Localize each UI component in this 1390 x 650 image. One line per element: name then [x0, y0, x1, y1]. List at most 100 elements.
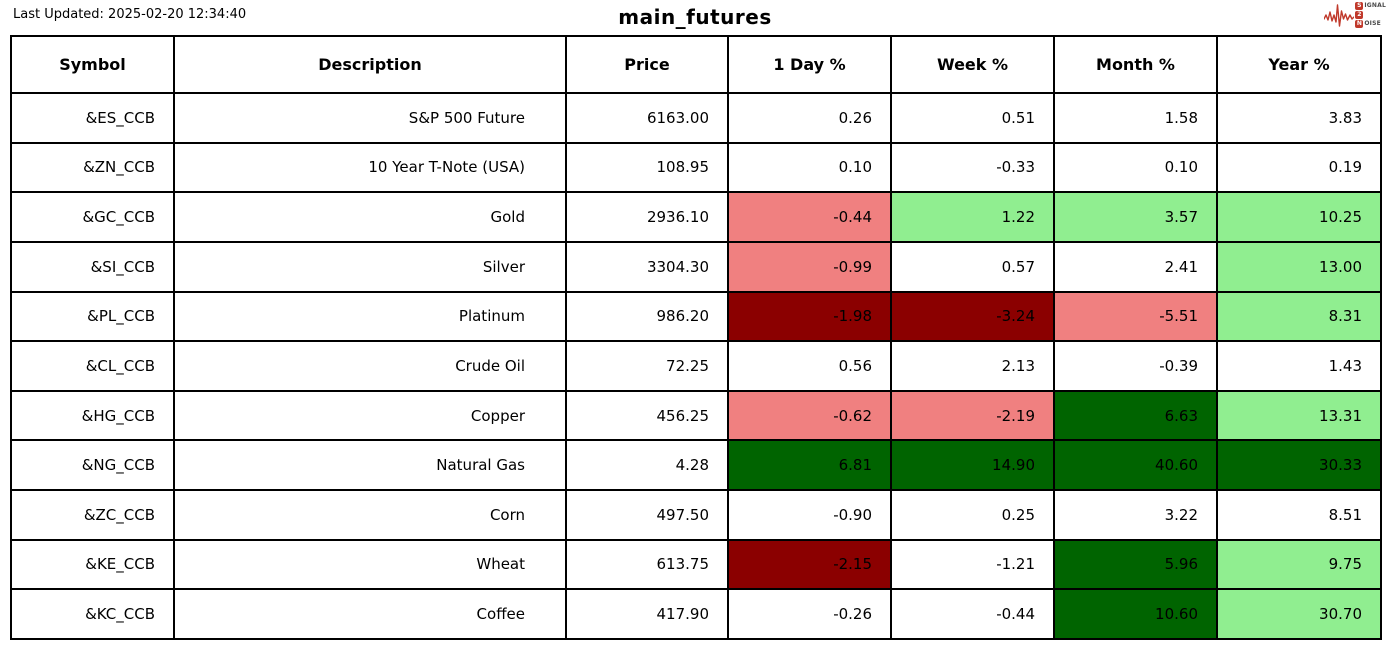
table-row: &SI_CCB Silver 3304.30 -0.99 0.57 2.41 13.00	[10, 240, 1382, 293]
year-change-cell: 3.83	[1216, 92, 1382, 144]
header-row: Symbol Description Price 1 Day % Week % …	[10, 35, 1382, 94]
year-change-cell: 8.31	[1216, 290, 1382, 343]
week-change-cell: -2.19	[890, 389, 1055, 442]
description-cell: S&P 500 Future	[173, 92, 567, 144]
column-header-symbol: Symbol	[10, 35, 175, 94]
symbol-cell: &SI_CCB	[10, 240, 175, 293]
table-row: &PL_CCB Platinum 986.20 -1.98 -3.24 -5.51 8.31	[10, 290, 1382, 343]
price-cell: 4.28	[565, 439, 729, 491]
month-change-cell: 3.22	[1053, 489, 1218, 541]
price-cell: 497.50	[565, 489, 729, 541]
description-cell: Gold	[173, 191, 567, 243]
price-cell: 72.25	[565, 340, 729, 392]
month-change-cell: 1.58	[1053, 92, 1218, 144]
description-cell: Wheat	[173, 538, 567, 591]
description-cell: 10 Year T-Note (USA)	[173, 141, 567, 194]
week-change-cell: 1.22	[890, 191, 1055, 243]
day-change-cell: 6.81	[727, 439, 892, 491]
price-cell: 456.25	[565, 389, 729, 442]
year-change-cell: 13.31	[1216, 389, 1382, 442]
week-change-cell: 0.51	[890, 92, 1055, 144]
symbol-cell: &PL_CCB	[10, 290, 175, 343]
week-change-cell: -0.44	[890, 588, 1055, 640]
symbol-cell: &KC_CCB	[10, 588, 175, 640]
month-change-cell: 3.57	[1053, 191, 1218, 243]
year-change-cell: 30.33	[1216, 439, 1382, 491]
futures-table-body: &ES_CCB S&P 500 Future 6163.00 0.26 0.51 1.58…	[10, 92, 1382, 640]
month-change-cell: 40.60	[1053, 439, 1218, 491]
description-cell: Copper	[173, 389, 567, 442]
table-row: &ZC_CCB Corn 497.50 -0.90 0.25 3.22 8.51	[10, 489, 1382, 541]
week-change-cell: 2.13	[890, 340, 1055, 392]
description-cell: Natural Gas	[173, 439, 567, 491]
description-cell: Crude Oil	[173, 340, 567, 392]
year-change-cell: 0.19	[1216, 141, 1382, 194]
month-change-cell: -0.39	[1053, 340, 1218, 392]
column-header-1day: 1 Day %	[727, 35, 892, 94]
year-change-cell: 1.43	[1216, 340, 1382, 392]
column-header-price: Price	[565, 35, 729, 94]
price-cell: 417.90	[565, 588, 729, 640]
description-cell: Coffee	[173, 588, 567, 640]
symbol-cell: &CL_CCB	[10, 340, 175, 392]
column-header-description: Description	[173, 35, 567, 94]
year-change-cell: 10.25	[1216, 191, 1382, 243]
day-change-cell: -2.15	[727, 538, 892, 591]
table-row: &CL_CCB Crude Oil 72.25 0.56 2.13 -0.39 1.43	[10, 340, 1382, 392]
signal2noise-logo: S IGNAL 2 N OISE	[1324, 2, 1386, 28]
logo-text-oise: OISE	[1364, 20, 1381, 27]
price-cell: 613.75	[565, 538, 729, 591]
table-row: &HG_CCB Copper 456.25 -0.62 -2.19 6.63 13.31	[10, 389, 1382, 442]
price-cell: 108.95	[565, 141, 729, 194]
symbol-cell: &NG_CCB	[10, 439, 175, 491]
symbol-cell: &ZN_CCB	[10, 141, 175, 194]
year-change-cell: 13.00	[1216, 240, 1382, 293]
table-row: &GC_CCB Gold 2936.10 -0.44 1.22 3.57 10.25	[10, 191, 1382, 243]
price-cell: 3304.30	[565, 240, 729, 293]
table-row: &ZN_CCB 10 Year T-Note (USA) 108.95 0.10 -0.…	[10, 141, 1382, 194]
description-cell: Corn	[173, 489, 567, 541]
column-header-month: Month %	[1053, 35, 1218, 94]
logo-text-ignal: IGNAL	[1364, 2, 1386, 9]
symbol-cell: &ZC_CCB	[10, 489, 175, 541]
logo-badge-n: N	[1355, 20, 1364, 28]
year-change-cell: 8.51	[1216, 489, 1382, 541]
month-change-cell: -5.51	[1053, 290, 1218, 343]
day-change-cell: -0.62	[727, 389, 892, 442]
week-change-cell: -1.21	[890, 538, 1055, 591]
description-cell: Silver	[173, 240, 567, 293]
year-change-cell: 30.70	[1216, 588, 1382, 640]
table-row: &KC_CCB Coffee 417.90 -0.26 -0.44 10.60 30.70	[10, 588, 1382, 640]
logo-wordmark: S IGNAL 2 N OISE	[1355, 2, 1386, 28]
week-change-cell: -0.33	[890, 141, 1055, 194]
price-cell: 986.20	[565, 290, 729, 343]
day-change-cell: 0.26	[727, 92, 892, 144]
day-change-cell: -0.44	[727, 191, 892, 243]
symbol-cell: &GC_CCB	[10, 191, 175, 243]
price-cell: 6163.00	[565, 92, 729, 144]
week-change-cell: 0.25	[890, 489, 1055, 541]
year-change-cell: 9.75	[1216, 538, 1382, 591]
column-header-week: Week %	[890, 35, 1055, 94]
day-change-cell: -0.99	[727, 240, 892, 293]
month-change-cell: 2.41	[1053, 240, 1218, 293]
price-cell: 2936.10	[565, 191, 729, 243]
logo-badge-s: S	[1355, 2, 1364, 10]
week-change-cell: 0.57	[890, 240, 1055, 293]
month-change-cell: 0.10	[1053, 141, 1218, 194]
month-change-cell: 10.60	[1053, 588, 1218, 640]
page-title: main_futures	[618, 5, 772, 29]
day-change-cell: -0.26	[727, 588, 892, 640]
day-change-cell: -0.90	[727, 489, 892, 541]
logo-badge-2: 2	[1355, 11, 1364, 19]
week-change-cell: 14.90	[890, 439, 1055, 491]
day-change-cell: -1.98	[727, 290, 892, 343]
table-row: &NG_CCB Natural Gas 4.28 6.81 14.90 40.60 30.3…	[10, 439, 1382, 491]
table-row: &ES_CCB S&P 500 Future 6163.00 0.26 0.51 1.58…	[10, 92, 1382, 144]
month-change-cell: 6.63	[1053, 389, 1218, 442]
symbol-cell: &HG_CCB	[10, 389, 175, 442]
last-updated-label: Last Updated: 2025-02-20 12:34:40	[13, 7, 247, 22]
day-change-cell: 0.10	[727, 141, 892, 194]
table-row: &KE_CCB Wheat 613.75 -2.15 -1.21 5.96 9.75	[10, 538, 1382, 591]
week-change-cell: -3.24	[890, 290, 1055, 343]
